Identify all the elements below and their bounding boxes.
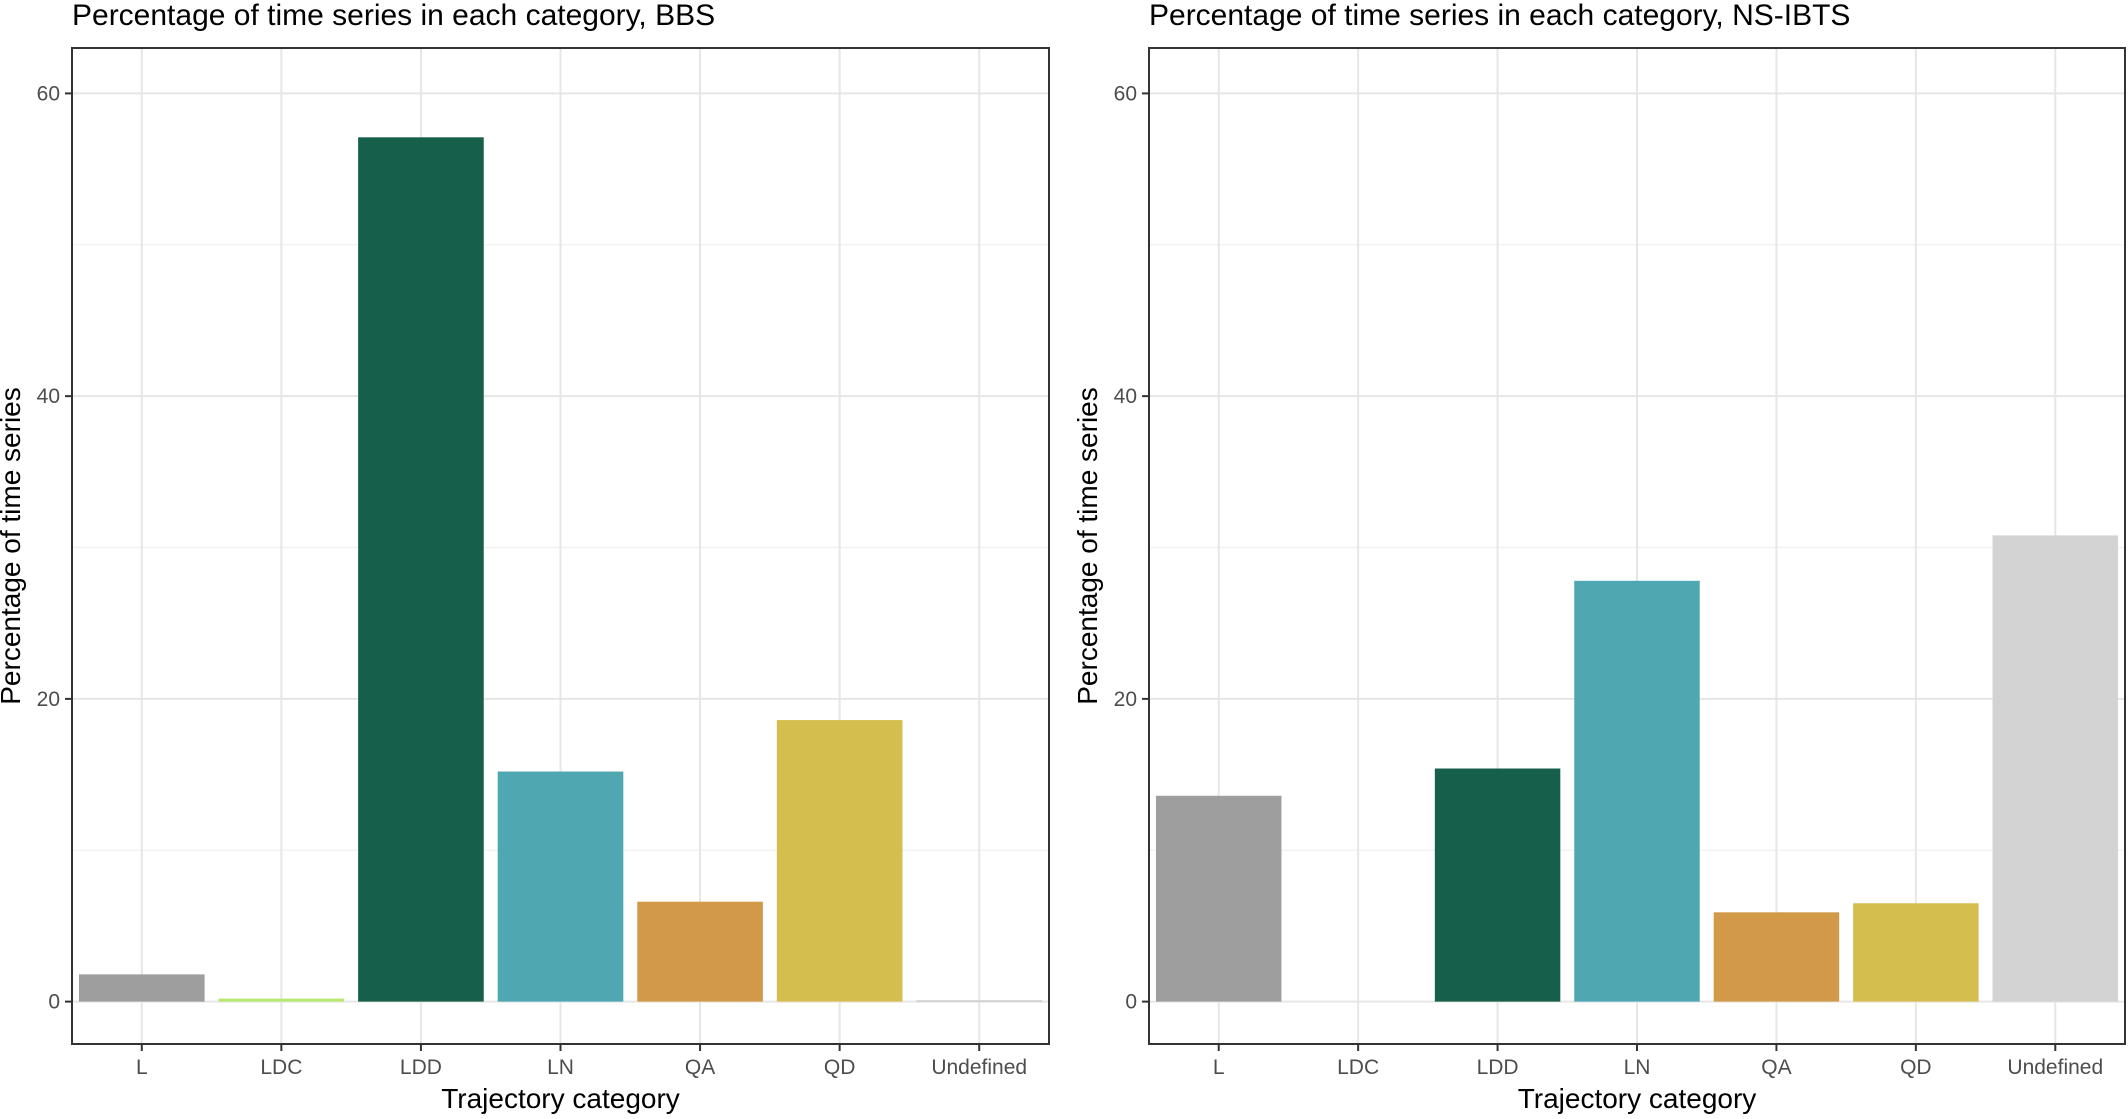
bar-ln bbox=[1574, 580, 1700, 1002]
bar-qa bbox=[637, 901, 763, 1002]
x-tick-label: L bbox=[136, 1056, 148, 1079]
x-tick-label: QA bbox=[685, 1056, 715, 1079]
y-tick-label: 20 bbox=[1114, 688, 1137, 711]
x-tick-label: QA bbox=[1761, 1056, 1791, 1079]
bar-ldd bbox=[358, 137, 484, 1002]
y-tick-label: 0 bbox=[48, 991, 60, 1014]
x-tick-label: LDC bbox=[1337, 1056, 1379, 1079]
bar-undefined bbox=[916, 1000, 1043, 1003]
chart-title: Percentage of time series in each catego… bbox=[1149, 0, 1850, 32]
y-tick-label: 60 bbox=[1114, 82, 1137, 105]
bar-undefined bbox=[1992, 535, 2119, 1002]
bar-ldc bbox=[218, 998, 345, 1002]
y-tick-label: 0 bbox=[1125, 991, 1137, 1014]
x-tick-label: L bbox=[1213, 1056, 1225, 1079]
bar-qd bbox=[1853, 903, 1979, 1002]
bar-qd bbox=[776, 720, 903, 1002]
y-tick-label: 40 bbox=[1114, 385, 1137, 408]
y-axis-label: Percentage of time series bbox=[0, 387, 26, 705]
x-tick-label: Undefined bbox=[2007, 1056, 2103, 1079]
y-tick-label: 20 bbox=[37, 688, 60, 711]
x-tick-label: LN bbox=[1624, 1056, 1651, 1079]
x-tick-label: LN bbox=[547, 1056, 574, 1079]
bar-qa bbox=[1713, 912, 1840, 1002]
y-tick-label: 40 bbox=[37, 385, 60, 408]
chart-panel-1: 0 20 40 60 L LDC LDD LN QA QD Undefined Percentage … bbox=[0, 0, 1050, 1114]
x-tick-label: LDC bbox=[260, 1056, 302, 1079]
bar-l bbox=[78, 974, 205, 1002]
x-axis-label: Trajectory category bbox=[441, 1083, 680, 1114]
bar-ldd bbox=[1434, 768, 1561, 1002]
bar-ln bbox=[497, 771, 624, 1002]
x-tick-label: LDD bbox=[400, 1056, 442, 1079]
chart-title: Percentage of time series in each catego… bbox=[72, 0, 715, 32]
x-axis-label: Trajectory category bbox=[1518, 1083, 1757, 1114]
bar-l bbox=[1155, 795, 1282, 1002]
y-axis-label: Percentage of time series bbox=[1072, 387, 1103, 705]
x-tick-label: LDD bbox=[1477, 1056, 1519, 1079]
x-tick-label: QD bbox=[824, 1056, 856, 1079]
y-tick-label: 60 bbox=[37, 82, 60, 105]
x-tick-label: Undefined bbox=[931, 1056, 1027, 1079]
chart-panel-2: 0 20 40 60 L LDC LDD LN QA QD Undefined Percentage … bbox=[1072, 0, 2126, 1114]
x-tick-label: QD bbox=[1900, 1056, 1932, 1079]
